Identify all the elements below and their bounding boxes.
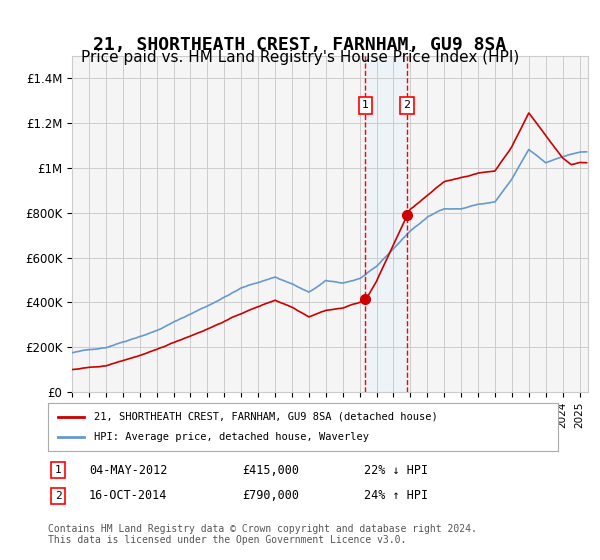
Text: 04-MAY-2012: 04-MAY-2012	[89, 464, 167, 477]
Text: 21, SHORTHEATH CREST, FARNHAM, GU9 8SA: 21, SHORTHEATH CREST, FARNHAM, GU9 8SA	[94, 36, 506, 54]
Text: 2: 2	[403, 100, 410, 110]
Text: 24% ↑ HPI: 24% ↑ HPI	[364, 489, 428, 502]
Text: 1: 1	[362, 100, 369, 110]
Text: £415,000: £415,000	[242, 464, 299, 477]
Text: 22% ↓ HPI: 22% ↓ HPI	[364, 464, 428, 477]
Text: Price paid vs. HM Land Registry's House Price Index (HPI): Price paid vs. HM Land Registry's House …	[81, 50, 519, 66]
Bar	[365, 56, 407, 392]
Text: 2: 2	[55, 491, 62, 501]
Text: £790,000: £790,000	[242, 489, 299, 502]
Text: 1: 1	[55, 465, 62, 475]
Text: 21, SHORTHEATH CREST, FARNHAM, GU9 8SA (detached house): 21, SHORTHEATH CREST, FARNHAM, GU9 8SA (…	[94, 412, 437, 422]
Text: 16-OCT-2014: 16-OCT-2014	[89, 489, 167, 502]
Text: HPI: Average price, detached house, Waverley: HPI: Average price, detached house, Wave…	[94, 432, 369, 442]
Text: Contains HM Land Registry data © Crown copyright and database right 2024.
This d: Contains HM Land Registry data © Crown c…	[48, 524, 477, 545]
